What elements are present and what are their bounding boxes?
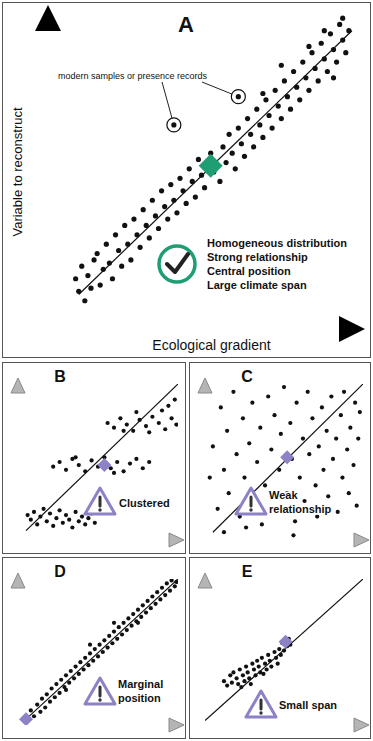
svg-text:Clustered: Clustered [119, 497, 170, 509]
svg-text:C: C [241, 368, 253, 385]
svg-text:modern samples or presence rec: modern samples or presence records [58, 71, 208, 81]
svg-text:relationship: relationship [269, 503, 332, 515]
svg-text:Homogeneous distribution: Homogeneous distribution [207, 237, 347, 249]
svg-text:B: B [54, 368, 66, 385]
svg-text:A: A [178, 12, 194, 37]
svg-text:Variable to reconstruct: Variable to reconstruct [10, 107, 25, 236]
svg-text:Strong relationship: Strong relationship [207, 251, 308, 263]
svg-text:Central position: Central position [207, 265, 291, 277]
svg-text:position: position [118, 692, 161, 704]
svg-text:Weak: Weak [269, 489, 298, 501]
svg-text:E: E [242, 563, 253, 580]
svg-text:Marginal: Marginal [118, 678, 163, 690]
svg-text:D: D [54, 563, 66, 580]
svg-text:Ecological gradient: Ecological gradient [152, 337, 270, 353]
svg-text:Large climate span: Large climate span [207, 279, 307, 291]
svg-text:Small span: Small span [279, 699, 337, 711]
